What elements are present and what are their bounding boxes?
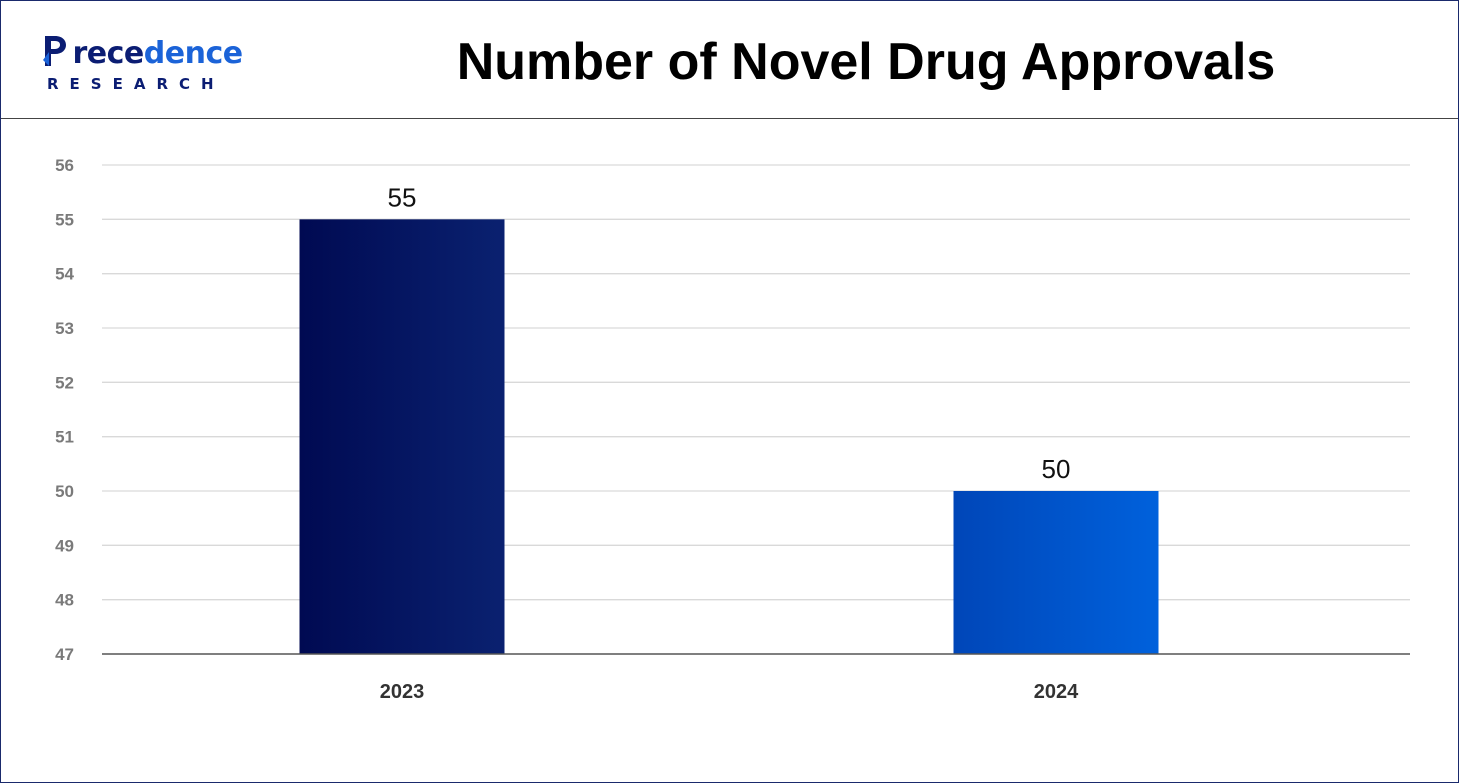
y-tick-label: 50 bbox=[55, 482, 74, 501]
y-axis-ticks: 47 48 49 50 51 52 53 54 55 56 bbox=[55, 156, 74, 664]
x-tick-label-2024: 2024 bbox=[1034, 681, 1079, 703]
x-tick-label-2023: 2023 bbox=[380, 681, 425, 703]
precedence-research-logo: Precedence RESEARCH bbox=[41, 31, 271, 101]
y-tick-label: 54 bbox=[55, 265, 74, 284]
y-tick-label: 47 bbox=[55, 645, 74, 664]
gridlines bbox=[102, 164, 1410, 601]
chart-title: Number of Novel Drug Approvals bbox=[456, 33, 1276, 91]
x-axis-labels: 2023 2024 bbox=[380, 681, 1079, 703]
header-bar: Precedence RESEARCH Number of Novel Drug… bbox=[1, 1, 1458, 119]
y-tick-label: 55 bbox=[55, 210, 74, 229]
y-tick-label: 52 bbox=[55, 373, 74, 392]
y-tick-label: 49 bbox=[55, 536, 74, 555]
data-label-2024: 50 bbox=[1042, 454, 1071, 484]
data-labels: 55 50 bbox=[388, 182, 1071, 484]
y-tick-label: 51 bbox=[55, 428, 74, 447]
logo-word-dark: rece bbox=[72, 36, 145, 71]
logo-word-blue: dence bbox=[143, 36, 243, 71]
logo-subtitle: RESEARCH bbox=[47, 75, 225, 93]
bar-2023 bbox=[299, 219, 505, 655]
y-tick-label: 56 bbox=[55, 156, 74, 175]
bar-2024 bbox=[953, 491, 1159, 654]
logo-mark-icon bbox=[43, 36, 66, 66]
y-tick-label: 48 bbox=[55, 591, 74, 610]
logo-wordmark: Precedence bbox=[51, 36, 244, 71]
y-tick-label: 53 bbox=[55, 319, 74, 338]
bars bbox=[299, 219, 1159, 655]
data-label-2023: 55 bbox=[388, 182, 417, 212]
